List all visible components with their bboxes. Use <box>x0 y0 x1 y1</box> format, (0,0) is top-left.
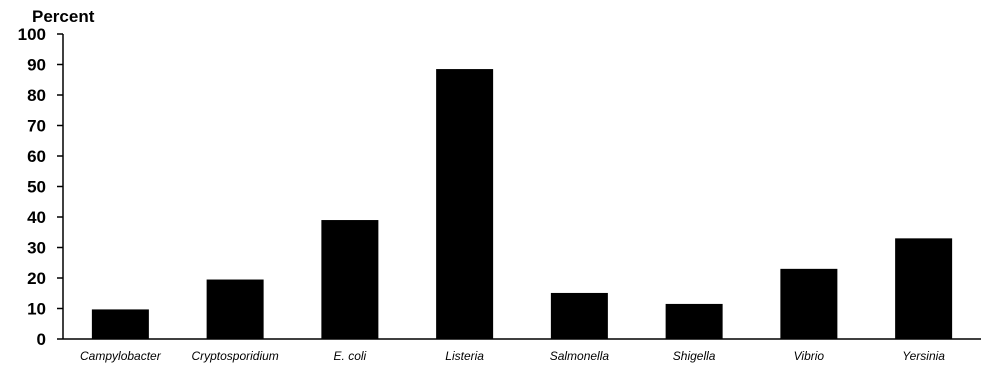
x-category-label: Cryptosporidium <box>191 349 278 363</box>
bar-cryptosporidium <box>206 279 264 339</box>
x-axis-category-labels: Campylobacter Cryptosporidium E. coli Liste… <box>80 349 945 363</box>
y-tick-label: 50 <box>27 178 46 197</box>
bar-vibrio <box>780 268 838 339</box>
bar-campylobacter <box>91 309 149 339</box>
y-tick-label: 0 <box>37 330 46 349</box>
x-category-label: Campylobacter <box>80 349 162 363</box>
x-category-label: Shigella <box>673 349 716 363</box>
y-tick-label: 60 <box>27 147 46 166</box>
x-category-label: Salmonella <box>550 349 610 363</box>
y-tick-label: 20 <box>27 269 46 288</box>
x-category-label: E. coli <box>334 349 367 363</box>
y-tick-label: 100 <box>18 25 46 44</box>
bar-shigella <box>665 303 723 339</box>
y-tick-label: 40 <box>27 208 46 227</box>
bar-e-coli <box>321 220 379 339</box>
bar-salmonella <box>550 292 608 339</box>
y-tick-label: 70 <box>27 117 46 136</box>
y-axis-label: Percent <box>32 7 95 26</box>
bars <box>91 69 953 339</box>
x-category-label: Yersinia <box>902 349 945 363</box>
bar-yersinia <box>895 238 953 339</box>
y-tick-label: 80 <box>27 86 46 105</box>
bar-listeria <box>436 69 494 339</box>
x-category-label: Listeria <box>445 349 484 363</box>
y-tick-label: 10 <box>27 300 46 319</box>
y-axis-ticks: 0 10 20 30 40 50 60 70 80 90 100 <box>18 25 63 349</box>
y-tick-label: 30 <box>27 239 46 258</box>
x-category-label: Vibrio <box>794 349 825 363</box>
y-tick-label: 90 <box>27 56 46 75</box>
